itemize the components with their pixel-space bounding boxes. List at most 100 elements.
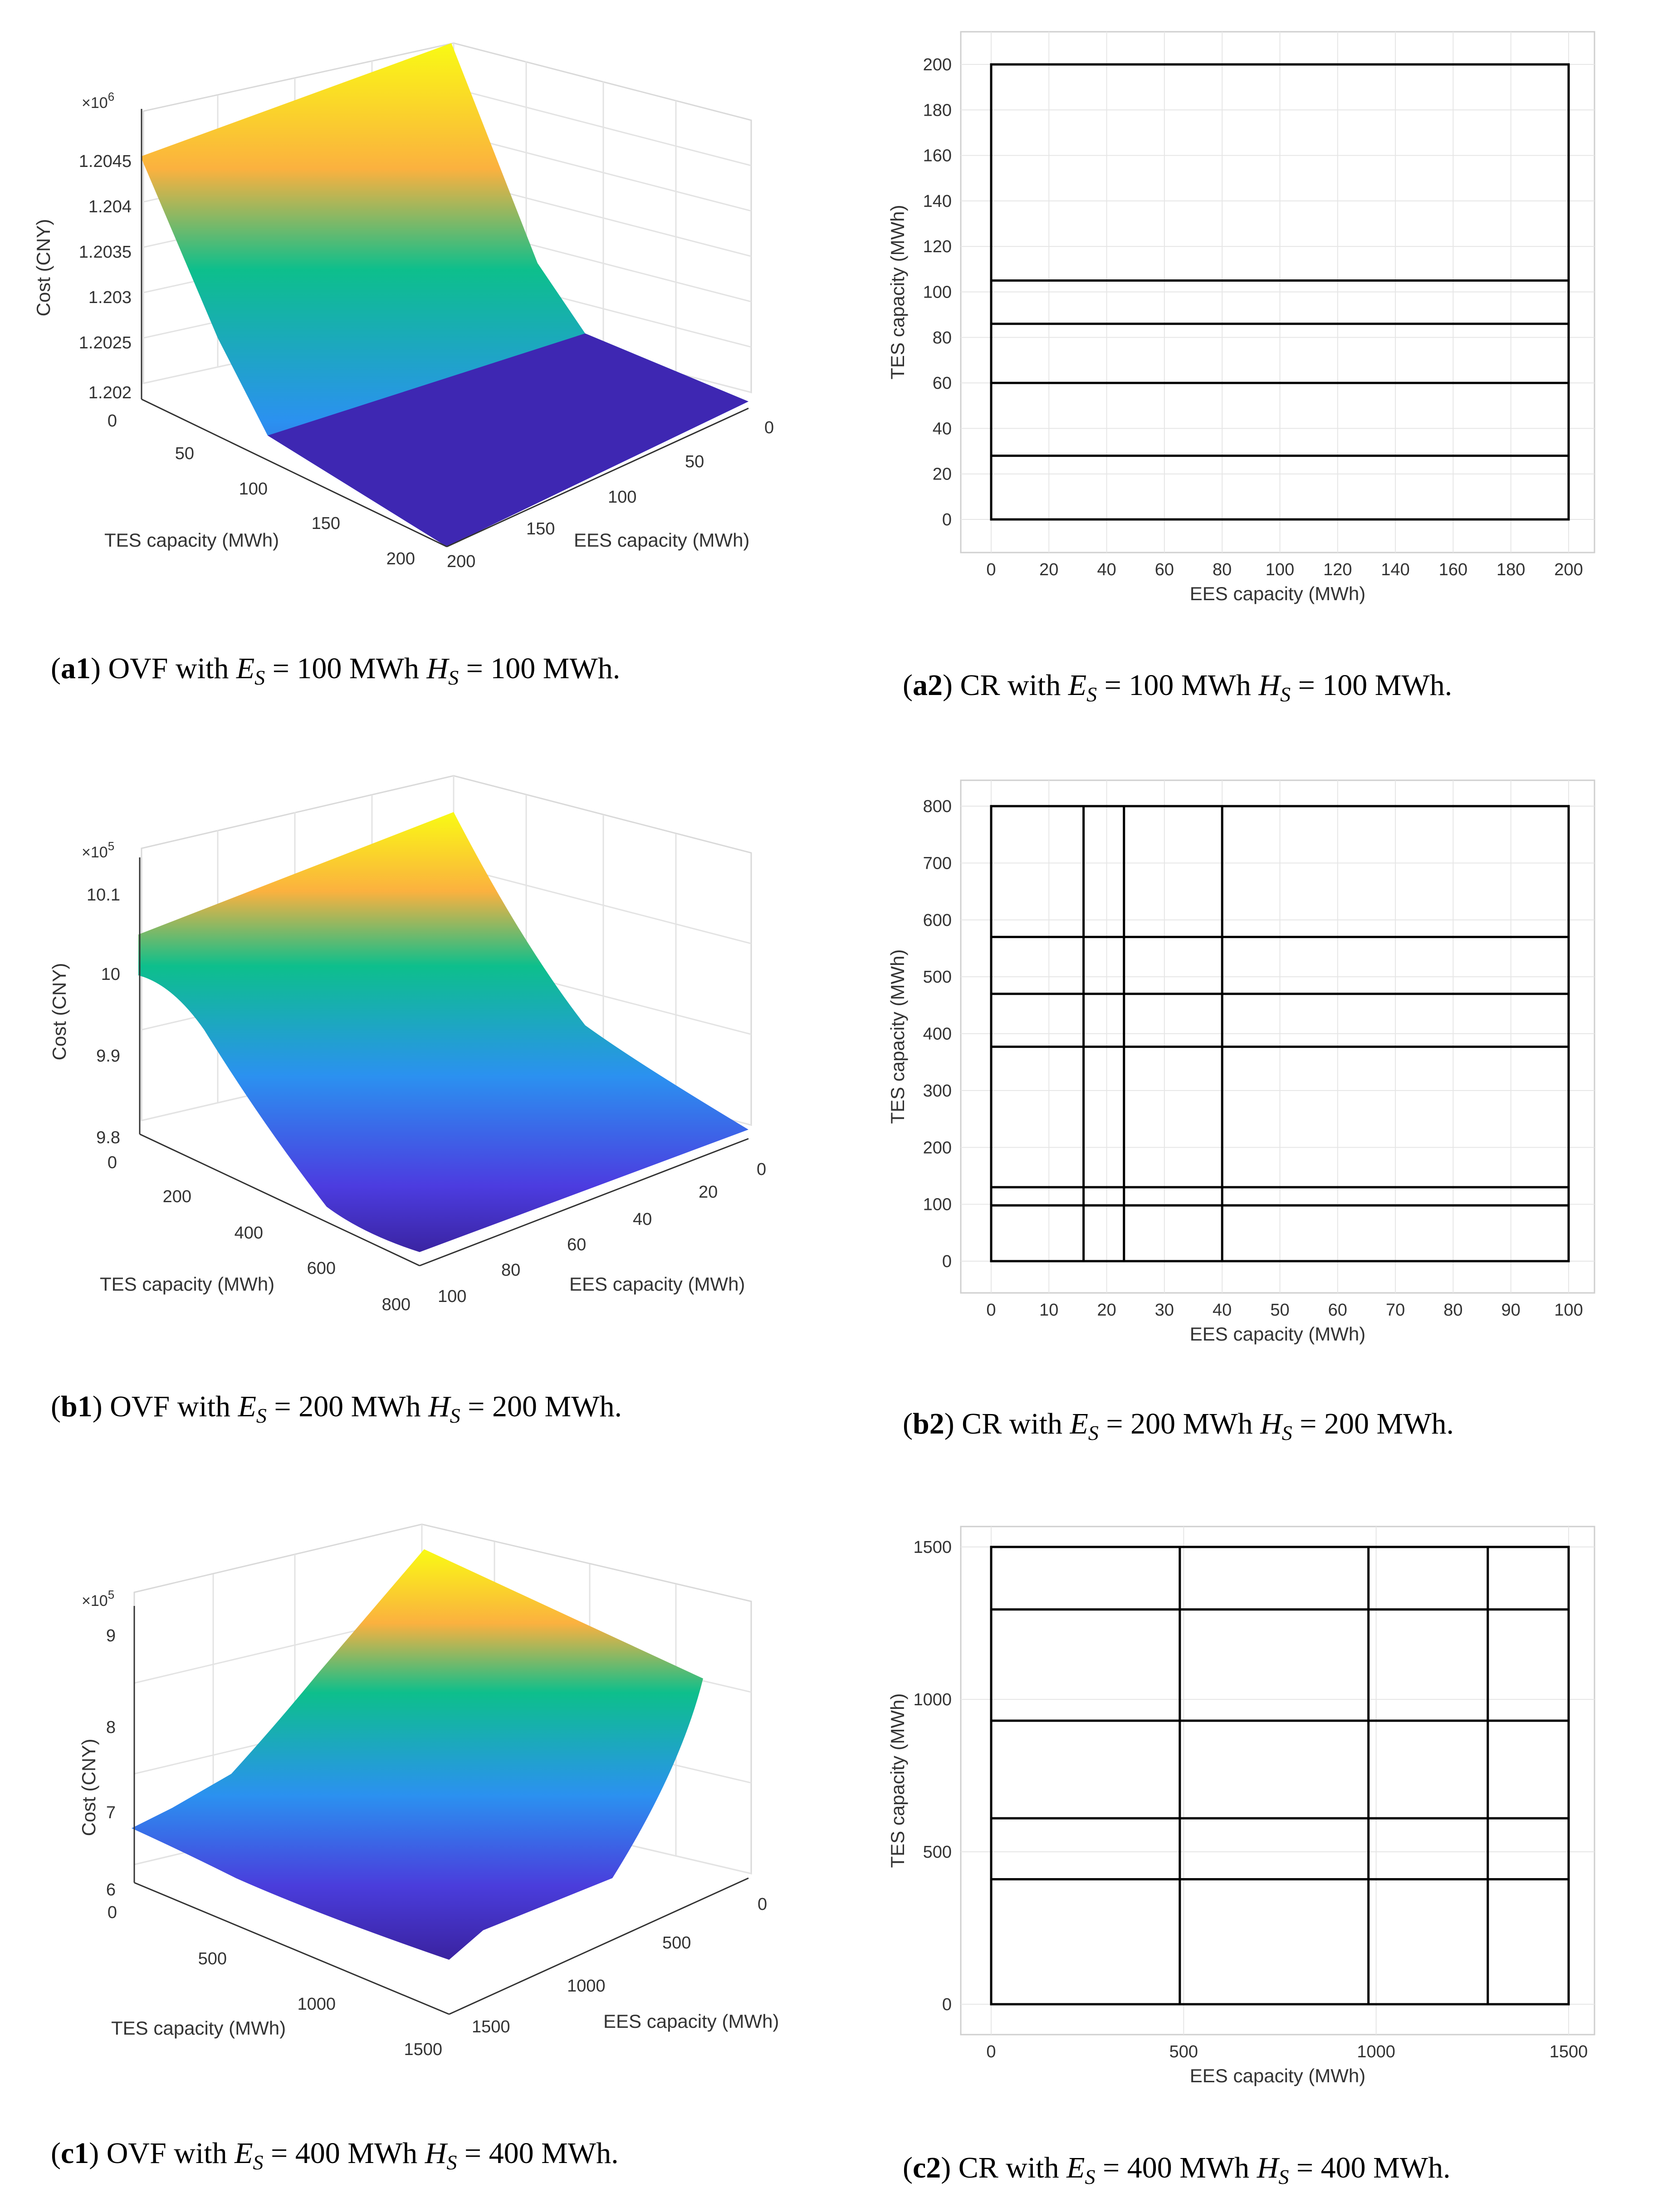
a1-ztick: 1.202 (88, 383, 132, 402)
c2-xtick: 1500 (1550, 2042, 1588, 2061)
caption-a2: (a2) CR with ES = 100 MWh HS = 100 MWh. (903, 669, 1452, 706)
a2-xtick: 160 (1439, 560, 1467, 579)
b1-ytick: 20 (699, 1183, 718, 1202)
a2-xtick: 40 (1097, 560, 1116, 579)
b2-ytick: 100 (923, 1195, 952, 1214)
a2-ytick: 20 (933, 465, 952, 484)
b2-xtick: 60 (1328, 1301, 1347, 1320)
b1-ytick: 0 (757, 1160, 766, 1179)
b1-surface (138, 812, 748, 1252)
b1-ztick: 9.8 (96, 1128, 120, 1147)
b2-ytick: 0 (942, 1252, 952, 1271)
b1-xlabel: TES capacity (MWh) (100, 1273, 274, 1295)
a2-region-boundary (990, 63, 1570, 521)
b1-ytick: 80 (501, 1261, 520, 1280)
c2-xtick: 0 (986, 2042, 996, 2061)
b2-region-boundary (990, 805, 1570, 1263)
c2-xlabel: EES capacity (MWh) (1190, 2065, 1365, 2086)
a2-xtick: 60 (1155, 560, 1174, 579)
b1-xtick: 200 (163, 1187, 191, 1206)
a2-xlabel: EES capacity (MWh) (1190, 583, 1365, 604)
b2-xtick: 40 (1213, 1301, 1232, 1320)
a2-ytick: 60 (933, 374, 952, 393)
b1-front-axes (139, 857, 749, 1267)
a2-xtick: 180 (1497, 560, 1525, 579)
c1-ztick: 8 (106, 1718, 116, 1737)
b1-xtick: 800 (382, 1295, 411, 1314)
c1-ylabel: EES capacity (MWh) (603, 2011, 779, 2032)
b2-xtick: 10 (1039, 1301, 1058, 1320)
b2-xtick: 50 (1270, 1301, 1289, 1320)
a2-ytick: 160 (923, 147, 952, 166)
a1-xtick: 50 (175, 444, 194, 463)
b2-xtick: 90 (1501, 1301, 1521, 1320)
b2-xlabel: EES capacity (MWh) (1190, 1323, 1365, 1345)
a1-surface-floor (268, 333, 748, 547)
a1-ztick: 1.2035 (79, 243, 132, 262)
c1-yticks: 0 500 1000 1500 (472, 1895, 767, 2036)
a2-ytick: 180 (923, 101, 952, 120)
c1-ztick: 7 (106, 1803, 116, 1822)
b1-yticks: 0 20 40 60 80 100 (438, 1160, 766, 1306)
b1-ztick: 9.9 (96, 1047, 120, 1066)
c2-xtick: 500 (1169, 2042, 1198, 2061)
b2-xtick: 100 (1554, 1301, 1583, 1320)
b2-xtick: 70 (1386, 1301, 1405, 1320)
c1-ytick: 1500 (472, 2017, 510, 2036)
a1-ylabel: EES capacity (MWh) (574, 529, 749, 551)
b2-ytick: 700 (923, 854, 952, 873)
a2-ytick: 120 (923, 237, 952, 256)
chart-c1: ×105 9 8 7 6 Cost (CNY) 0 500 1000 1500 … (78, 1523, 779, 2059)
b1-xtick: 0 (108, 1153, 117, 1172)
a2-ylabel: TES capacity (MWh) (887, 205, 908, 379)
a1-zticks: 1.2045 1.204 1.2035 1.203 1.2025 1.202 (79, 152, 132, 402)
c1-xtick: 0 (108, 1903, 117, 1922)
b1-ztick: 10.1 (87, 886, 120, 905)
b1-ytick: 60 (567, 1235, 586, 1254)
c1-xtick: 1500 (404, 2040, 442, 2059)
a2-ytick: 140 (923, 192, 952, 211)
c1-zticks: 9 8 7 6 (106, 1626, 116, 1899)
a1-ytick: 0 (764, 418, 774, 437)
a1-ytick: 50 (685, 452, 704, 471)
c2-ytick: 1000 (913, 1690, 952, 1709)
b1-zticks: 10.1 10 9.9 9.8 (87, 886, 120, 1147)
b1-ytick: 40 (633, 1210, 652, 1229)
b2-axes-frame (960, 779, 1595, 1294)
a2-ytick: 40 (933, 419, 952, 438)
a1-ztick: 1.204 (88, 197, 132, 216)
a2-xtick: 80 (1213, 560, 1232, 579)
a2-xtick: 200 (1554, 560, 1583, 579)
a1-xtick: 150 (312, 514, 340, 533)
c1-ytick: 0 (758, 1895, 767, 1914)
a1-xtick: 100 (239, 480, 268, 499)
a1-ytick: 150 (526, 519, 555, 538)
b1-xtick: 400 (235, 1223, 263, 1243)
b2-xtick: 80 (1443, 1301, 1462, 1320)
c2-ylabel: TES capacity (MWh) (887, 1693, 908, 1868)
caption-a1: (a1) OVF with ES = 100 MWh HS = 100 MWh. (51, 652, 620, 689)
a1-zexp: ×106 (82, 90, 114, 112)
a1-xtick: 0 (108, 411, 117, 431)
b1-ztick: 10 (101, 965, 120, 984)
chart-c2: 0 500 1000 1500 0 500 1000 1500 EES capacity (MW… (887, 1526, 1595, 2086)
b2-xtick: 0 (986, 1301, 996, 1320)
c1-xtick: 1000 (297, 1995, 336, 2014)
b1-ytick: 100 (438, 1287, 466, 1306)
a2-xtick: 120 (1323, 560, 1352, 579)
a1-ztick: 1.2025 (79, 333, 132, 352)
b2-ytick: 200 (923, 1138, 952, 1157)
a1-xtick: 200 (386, 549, 415, 568)
a1-xticks: 0 50 100 150 200 (108, 411, 415, 568)
a1-ytick: 100 (608, 488, 636, 507)
c1-xlabel: TES capacity (MWh) (111, 2017, 286, 2039)
a1-ytick: 200 (447, 552, 475, 571)
chart-a1: ×106 1.2045 1.204 1.2035 1.203 1.2025 1.… (33, 42, 774, 571)
a2-ytick: 0 (942, 510, 952, 529)
b2-ytick: 800 (923, 797, 952, 816)
b1-ylabel: EES capacity (MWh) (569, 1273, 745, 1295)
caption-c2: (c2) CR with ES = 400 MWh HS = 400 MWh. (903, 2151, 1451, 2188)
c2-ytick: 0 (942, 1995, 952, 2014)
a1-yticks: 0 50 100 150 200 (447, 418, 774, 571)
